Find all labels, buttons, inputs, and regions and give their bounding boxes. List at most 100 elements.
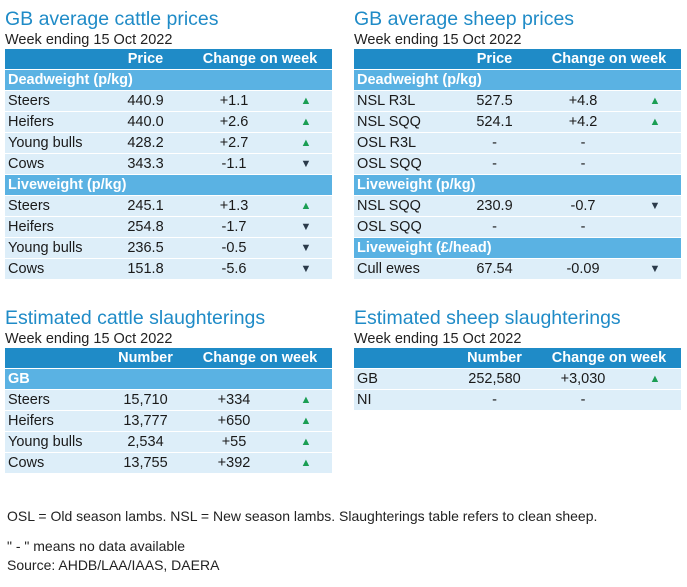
arrow-up-icon: ▲ — [280, 111, 332, 133]
row-change: -1.1 — [188, 153, 280, 175]
row-value: 13,777 — [103, 410, 188, 432]
row-label: Young bulls — [5, 237, 103, 259]
sheep-prices-panel: GB average sheep prices Week ending 15 O… — [354, 8, 681, 280]
arrow-up-icon: ▲ — [280, 195, 332, 217]
source-note: Source: AHDB/LAA/IAAS, DAERA — [7, 557, 220, 573]
row-value: 524.1 — [452, 111, 537, 133]
header-row: Price Change on week — [5, 49, 332, 70]
row-value: 245.1 — [103, 195, 188, 217]
sheep-slaughter-subtitle: Week ending 15 Oct 2022 — [354, 331, 522, 347]
arrow-down-icon: ▼ — [280, 258, 332, 280]
row-value: 236.5 — [103, 237, 188, 259]
cattle-slaughter-table: Number Change on week GB Steers 15,710 +334 ▲ H… — [5, 348, 332, 474]
cattle-prices-subtitle: Week ending 15 Oct 2022 — [5, 32, 173, 48]
arrow-up-icon: ▲ — [280, 132, 332, 154]
section-row: GB — [5, 368, 332, 390]
arrow-down-icon: ▼ — [629, 258, 681, 280]
arrow-up-icon: ▲ — [629, 90, 681, 112]
row-label: Cull ewes — [354, 258, 452, 280]
row-label: Cows — [5, 258, 103, 280]
table-row: NSL SQQ 230.9 -0.7 ▼ — [354, 195, 681, 217]
section-label: Liveweight (£/head) — [354, 237, 681, 259]
header-row: Number Change on week — [5, 348, 332, 369]
table-row: Heifers 13,777 +650 ▲ — [5, 410, 332, 432]
row-value: 254.8 — [103, 216, 188, 238]
row-change: +2.6 — [188, 111, 280, 133]
section-label: Liveweight (p/kg) — [5, 174, 332, 196]
table-row: Cows 343.3 -1.1 ▼ — [5, 153, 332, 175]
row-value: - — [452, 132, 537, 154]
row-label: NSL SQQ — [354, 111, 452, 133]
row-label: Steers — [5, 389, 103, 411]
row-value: 151.8 — [103, 258, 188, 280]
row-value: 252,580 — [452, 368, 537, 390]
cattle-prices-panel: GB average cattle prices Week ending 15 … — [5, 8, 332, 280]
row-change: +2.7 — [188, 132, 280, 154]
row-change: +1.1 — [188, 90, 280, 112]
no-data-note: " - " means no data available — [7, 538, 186, 554]
row-label: Heifers — [5, 216, 103, 238]
row-change: - — [537, 132, 629, 154]
cattle-slaughter-subtitle: Week ending 15 Oct 2022 — [5, 331, 173, 347]
sheep-prices-title: GB average sheep prices — [354, 8, 575, 30]
table-row: Young bulls 236.5 -0.5 ▼ — [5, 237, 332, 259]
header-row: Number Change on week — [354, 348, 681, 369]
arrow-up-icon: ▲ — [280, 431, 332, 453]
header-cell-change: Change on week — [188, 348, 332, 369]
section-row: Liveweight (£/head) — [354, 237, 681, 259]
cattle-slaughter-title: Estimated cattle slaughterings — [5, 307, 266, 329]
row-label: Young bulls — [5, 132, 103, 154]
row-change: +650 — [188, 410, 280, 432]
table-row: Cows 13,755 +392 ▲ — [5, 452, 332, 474]
arrow-empty — [629, 216, 681, 238]
row-value: 67.54 — [452, 258, 537, 280]
table-row: Steers 15,710 +334 ▲ — [5, 389, 332, 411]
row-label: Heifers — [5, 111, 103, 133]
arrow-up-icon: ▲ — [280, 410, 332, 432]
row-change: +55 — [188, 431, 280, 453]
row-value: 343.3 — [103, 153, 188, 175]
row-value: 15,710 — [103, 389, 188, 411]
sheep-prices-subtitle: Week ending 15 Oct 2022 — [354, 32, 522, 48]
row-label: Cows — [5, 153, 103, 175]
row-change: - — [537, 389, 629, 411]
row-change: +3,030 — [537, 368, 629, 390]
table-row: Heifers 440.0 +2.6 ▲ — [5, 111, 332, 133]
arrow-empty — [629, 132, 681, 154]
table-row: OSL SQQ - - — [354, 216, 681, 238]
arrow-down-icon: ▼ — [629, 195, 681, 217]
row-label: NI — [354, 389, 452, 411]
table-row: Cows 151.8 -5.6 ▼ — [5, 258, 332, 280]
row-label: Steers — [5, 195, 103, 217]
header-cell-value: Number — [452, 348, 537, 369]
row-label: GB — [354, 368, 452, 390]
arrow-down-icon: ▼ — [280, 237, 332, 259]
table-row: Heifers 254.8 -1.7 ▼ — [5, 216, 332, 238]
row-label: OSL R3L — [354, 132, 452, 154]
row-value: - — [452, 153, 537, 175]
header-cell-value: Price — [103, 49, 188, 70]
cattle-prices-title: GB average cattle prices — [5, 8, 219, 30]
header-cell-change: Change on week — [188, 49, 332, 70]
row-change: +392 — [188, 452, 280, 474]
header-cell-change: Change on week — [537, 348, 681, 369]
arrow-empty — [629, 389, 681, 411]
row-value: 428.2 — [103, 132, 188, 154]
row-change: - — [537, 216, 629, 238]
arrow-empty — [629, 153, 681, 175]
arrow-down-icon: ▼ — [280, 216, 332, 238]
header-cell-label — [5, 348, 103, 369]
section-label: Liveweight (p/kg) — [354, 174, 681, 196]
table-row: Young bulls 428.2 +2.7 ▲ — [5, 132, 332, 154]
row-change: -0.5 — [188, 237, 280, 259]
row-change: -5.6 — [188, 258, 280, 280]
sheep-slaughter-title: Estimated sheep slaughterings — [354, 307, 621, 329]
header-cell-label — [5, 49, 103, 70]
table-row: Cull ewes 67.54 -0.09 ▼ — [354, 258, 681, 280]
row-label: NSL SQQ — [354, 195, 452, 217]
row-value: 13,755 — [103, 452, 188, 474]
row-value: 2,534 — [103, 431, 188, 453]
row-change: +4.2 — [537, 111, 629, 133]
row-value: - — [452, 389, 537, 411]
header-cell-label — [354, 49, 452, 70]
